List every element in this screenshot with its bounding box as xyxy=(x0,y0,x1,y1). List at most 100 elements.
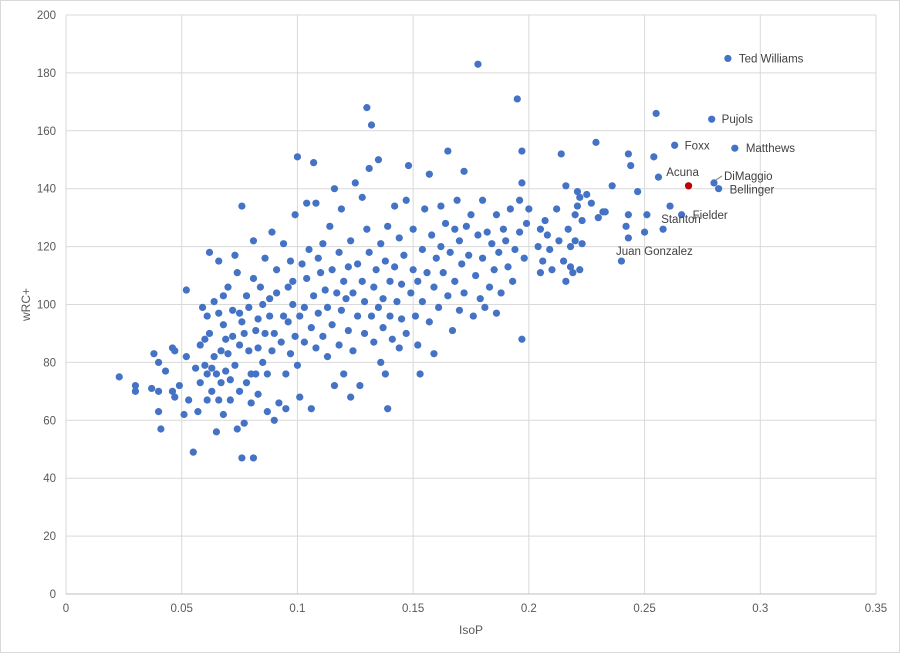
data-point xyxy=(289,300,297,309)
data-point xyxy=(249,237,258,245)
data-point xyxy=(650,153,658,161)
data-point-labeled xyxy=(710,179,718,187)
data-point xyxy=(536,225,545,233)
data-point xyxy=(516,196,524,204)
data-point-labeled xyxy=(724,54,732,63)
data-point xyxy=(377,240,385,248)
data-point xyxy=(451,225,459,233)
data-point xyxy=(270,416,278,424)
data-point xyxy=(303,274,311,283)
data-point xyxy=(472,271,480,280)
data-point xyxy=(259,300,267,309)
y-tick-label: 140 xyxy=(37,184,56,196)
data-point xyxy=(291,211,299,219)
data-point xyxy=(205,329,214,338)
data-point xyxy=(587,199,595,207)
data-point xyxy=(492,211,501,219)
point-label: Bellinger xyxy=(730,185,775,197)
data-point xyxy=(282,370,290,378)
data-point xyxy=(601,208,609,216)
data-point xyxy=(347,393,355,401)
data-point xyxy=(425,318,433,326)
data-point xyxy=(566,263,575,271)
data-point xyxy=(384,222,392,230)
data-point xyxy=(502,237,510,245)
data-point xyxy=(381,370,389,378)
data-point xyxy=(340,370,348,378)
data-point xyxy=(509,277,517,285)
data-point xyxy=(506,205,514,213)
data-point xyxy=(161,367,170,375)
data-point xyxy=(335,341,343,349)
data-point xyxy=(453,196,461,204)
data-point xyxy=(358,193,366,201)
data-point xyxy=(201,335,209,343)
data-point xyxy=(562,277,570,285)
data-point xyxy=(182,353,190,361)
data-point xyxy=(536,269,545,277)
data-point xyxy=(428,231,436,239)
y-axis-title: wRC+ xyxy=(19,288,33,322)
data-point xyxy=(215,257,223,265)
data-point xyxy=(573,187,582,196)
point-label: Matthews xyxy=(746,143,795,155)
x-tick-label: 0.05 xyxy=(171,603,193,615)
data-point xyxy=(238,318,246,326)
data-point xyxy=(205,248,214,256)
data-point xyxy=(522,219,531,228)
data-point xyxy=(652,109,660,118)
data-point xyxy=(157,425,165,433)
data-point xyxy=(478,196,487,204)
data-point xyxy=(217,347,225,355)
data-point xyxy=(446,248,454,256)
data-point xyxy=(444,147,452,155)
data-point xyxy=(330,185,339,193)
data-point xyxy=(516,228,524,236)
data-point xyxy=(231,361,239,369)
data-point xyxy=(171,347,179,355)
data-point xyxy=(261,329,269,338)
data-point xyxy=(490,266,498,274)
data-point xyxy=(543,231,551,239)
data-point xyxy=(414,341,422,349)
data-point xyxy=(488,240,496,248)
data-point xyxy=(131,381,140,390)
y-tick-label: 40 xyxy=(43,473,56,485)
data-point xyxy=(409,266,417,274)
data-point xyxy=(279,312,288,320)
data-point xyxy=(400,251,408,259)
data-point xyxy=(388,335,396,343)
data-point xyxy=(578,240,586,248)
data-point xyxy=(349,347,357,355)
data-point xyxy=(300,303,308,311)
data-point xyxy=(196,379,204,387)
data-point xyxy=(539,257,547,265)
data-point xyxy=(154,358,163,366)
data-point xyxy=(222,335,230,343)
data-point xyxy=(235,387,244,395)
data-point-labeled xyxy=(624,234,632,242)
data-point-labeled xyxy=(731,144,739,152)
data-point xyxy=(360,298,369,306)
data-point xyxy=(233,425,241,433)
data-point xyxy=(284,318,292,326)
data-point xyxy=(210,298,218,306)
data-point xyxy=(270,329,278,338)
data-point xyxy=(367,312,376,320)
data-point xyxy=(194,408,202,416)
data-point xyxy=(249,274,258,283)
data-point xyxy=(481,303,489,311)
data-point xyxy=(474,231,482,239)
data-point xyxy=(284,283,292,291)
data-point xyxy=(495,248,503,256)
data-point xyxy=(226,396,234,404)
data-point xyxy=(305,245,313,254)
data-point xyxy=(219,321,227,329)
data-point xyxy=(249,454,258,462)
point-label: Acuna xyxy=(666,167,699,179)
data-point xyxy=(226,376,234,384)
data-point xyxy=(462,222,470,230)
data-point xyxy=(483,228,491,236)
data-point xyxy=(189,448,197,456)
data-point xyxy=(546,245,554,254)
